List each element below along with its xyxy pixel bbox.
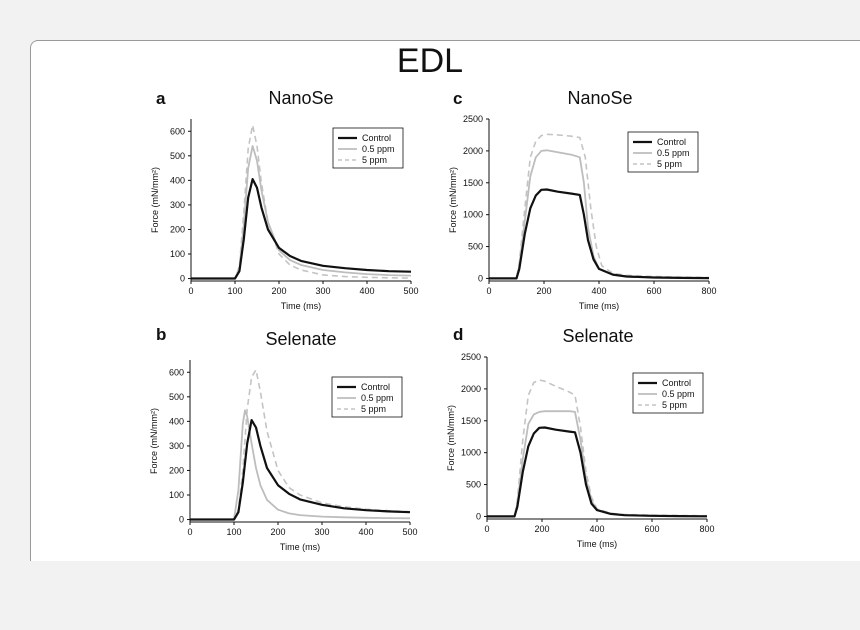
x-tick-label: 500 — [403, 286, 418, 296]
x-tick-label: 300 — [315, 286, 330, 296]
legend-label: Control — [662, 378, 691, 388]
y-tick-label: 1500 — [463, 178, 483, 188]
y-tick-label: 600 — [170, 126, 185, 136]
x-axis-label: Time (ms) — [579, 301, 619, 311]
x-tick-label: 0 — [187, 527, 192, 537]
x-tick-label: 0 — [188, 286, 193, 296]
panel-letter: d — [453, 325, 463, 344]
y-tick-label: 300 — [169, 441, 184, 451]
y-tick-label: 2000 — [461, 384, 481, 394]
y-tick-label: 500 — [169, 392, 184, 402]
figure-title: EDL — [396, 42, 464, 80]
y-tick-label: 2500 — [461, 352, 481, 362]
y-tick-label: 200 — [169, 465, 184, 475]
y-tick-label: 1500 — [461, 416, 481, 426]
y-tick-label: 1000 — [461, 448, 481, 458]
x-tick-label: 600 — [644, 524, 659, 534]
series-line-0-5-ppm — [190, 409, 411, 521]
y-tick-label: 400 — [170, 175, 185, 185]
panel-d: 0 200 400 600 800 0 500 1000 1500 2000 2500 Time (m… — [446, 325, 715, 549]
legend-label: 0.5 ppm — [657, 148, 690, 158]
legend-label: 0.5 ppm — [662, 389, 695, 399]
x-tick-label: 800 — [701, 286, 716, 296]
legend-label: 5 ppm — [362, 155, 387, 165]
panel-b: 0 100 200 300 400 500 0 100 200 300 400 500 600 Time … — [149, 325, 418, 552]
legend-label: 5 ppm — [657, 159, 682, 169]
y-axis-label: Force (mN/mm²) — [446, 405, 456, 471]
y-tick-label: 0 — [180, 274, 185, 284]
series-line-5-ppm — [190, 369, 411, 521]
legend-box — [332, 127, 404, 169]
y-tick-label: 100 — [170, 249, 185, 259]
y-tick-label: 500 — [170, 151, 185, 161]
series-line-0-5-ppm — [191, 145, 412, 280]
x-tick-label: 400 — [589, 524, 604, 534]
panel-title: NanoSe — [268, 88, 333, 108]
series-line-control — [487, 426, 708, 518]
y-tick-label: 0 — [478, 273, 483, 283]
panel-letter: b — [156, 325, 166, 344]
panel-a: 0 100 200 300 400 500 0 100 200 300 400 500 600 Time … — [150, 88, 419, 311]
y-axis-label: Force (mN/mm²) — [149, 408, 159, 474]
legend-label: 0.5 ppm — [361, 393, 394, 403]
x-tick-label: 200 — [271, 286, 286, 296]
legend-label: Control — [657, 137, 686, 147]
panel-c: 0 200 400 600 800 0 500 1000 1500 2000 2500 Time (m… — [448, 88, 717, 311]
x-tick-label: 200 — [270, 527, 285, 537]
legend-label: Control — [362, 133, 391, 143]
y-tick-label: 400 — [169, 416, 184, 426]
legend-box — [627, 131, 699, 173]
legend-label: 5 ppm — [361, 404, 386, 414]
y-tick-label: 1000 — [463, 210, 483, 220]
legend-box — [331, 376, 403, 418]
y-tick-label: 2000 — [463, 146, 483, 156]
legend-label: Control — [361, 382, 390, 392]
y-tick-label: 0 — [476, 511, 481, 521]
legend-box — [632, 372, 704, 414]
legend-label: 5 ppm — [662, 400, 687, 410]
y-tick-label: 600 — [169, 367, 184, 377]
y-tick-label: 500 — [468, 242, 483, 252]
x-tick-label: 400 — [591, 286, 606, 296]
y-tick-label: 300 — [170, 200, 185, 210]
x-tick-label: 100 — [227, 286, 242, 296]
x-tick-label: 400 — [358, 527, 373, 537]
y-tick-label: 100 — [169, 490, 184, 500]
x-tick-label: 600 — [646, 286, 661, 296]
panel-title: Selenate — [265, 329, 336, 349]
x-tick-label: 0 — [484, 524, 489, 534]
x-tick-label: 400 — [359, 286, 374, 296]
x-tick-label: 500 — [402, 527, 417, 537]
panel-title: NanoSe — [567, 88, 632, 108]
panel-letter: a — [156, 89, 166, 108]
y-tick-label: 500 — [466, 480, 481, 490]
series-line-control — [190, 419, 411, 521]
y-tick-label: 0 — [179, 515, 184, 525]
panel-letter: c — [453, 89, 462, 108]
x-tick-label: 0 — [486, 286, 491, 296]
x-axis-label: Time (ms) — [577, 539, 617, 549]
x-tick-label: 200 — [536, 286, 551, 296]
x-axis-label: Time (ms) — [281, 301, 321, 311]
y-axis-label: Force (mN/mm²) — [150, 167, 160, 233]
x-tick-label: 100 — [226, 527, 241, 537]
series-line-control — [489, 188, 710, 280]
panel-title: Selenate — [562, 326, 633, 346]
y-tick-label: 2500 — [463, 114, 483, 124]
x-tick-label: 200 — [534, 524, 549, 534]
x-tick-label: 800 — [699, 524, 714, 534]
series-line-control — [191, 178, 412, 280]
x-axis-label: Time (ms) — [280, 542, 320, 552]
y-tick-label: 200 — [170, 224, 185, 234]
x-tick-label: 300 — [314, 527, 329, 537]
y-axis-label: Force (mN/mm²) — [448, 167, 458, 233]
figure-frame — [30, 40, 860, 561]
legend-label: 0.5 ppm — [362, 144, 395, 154]
